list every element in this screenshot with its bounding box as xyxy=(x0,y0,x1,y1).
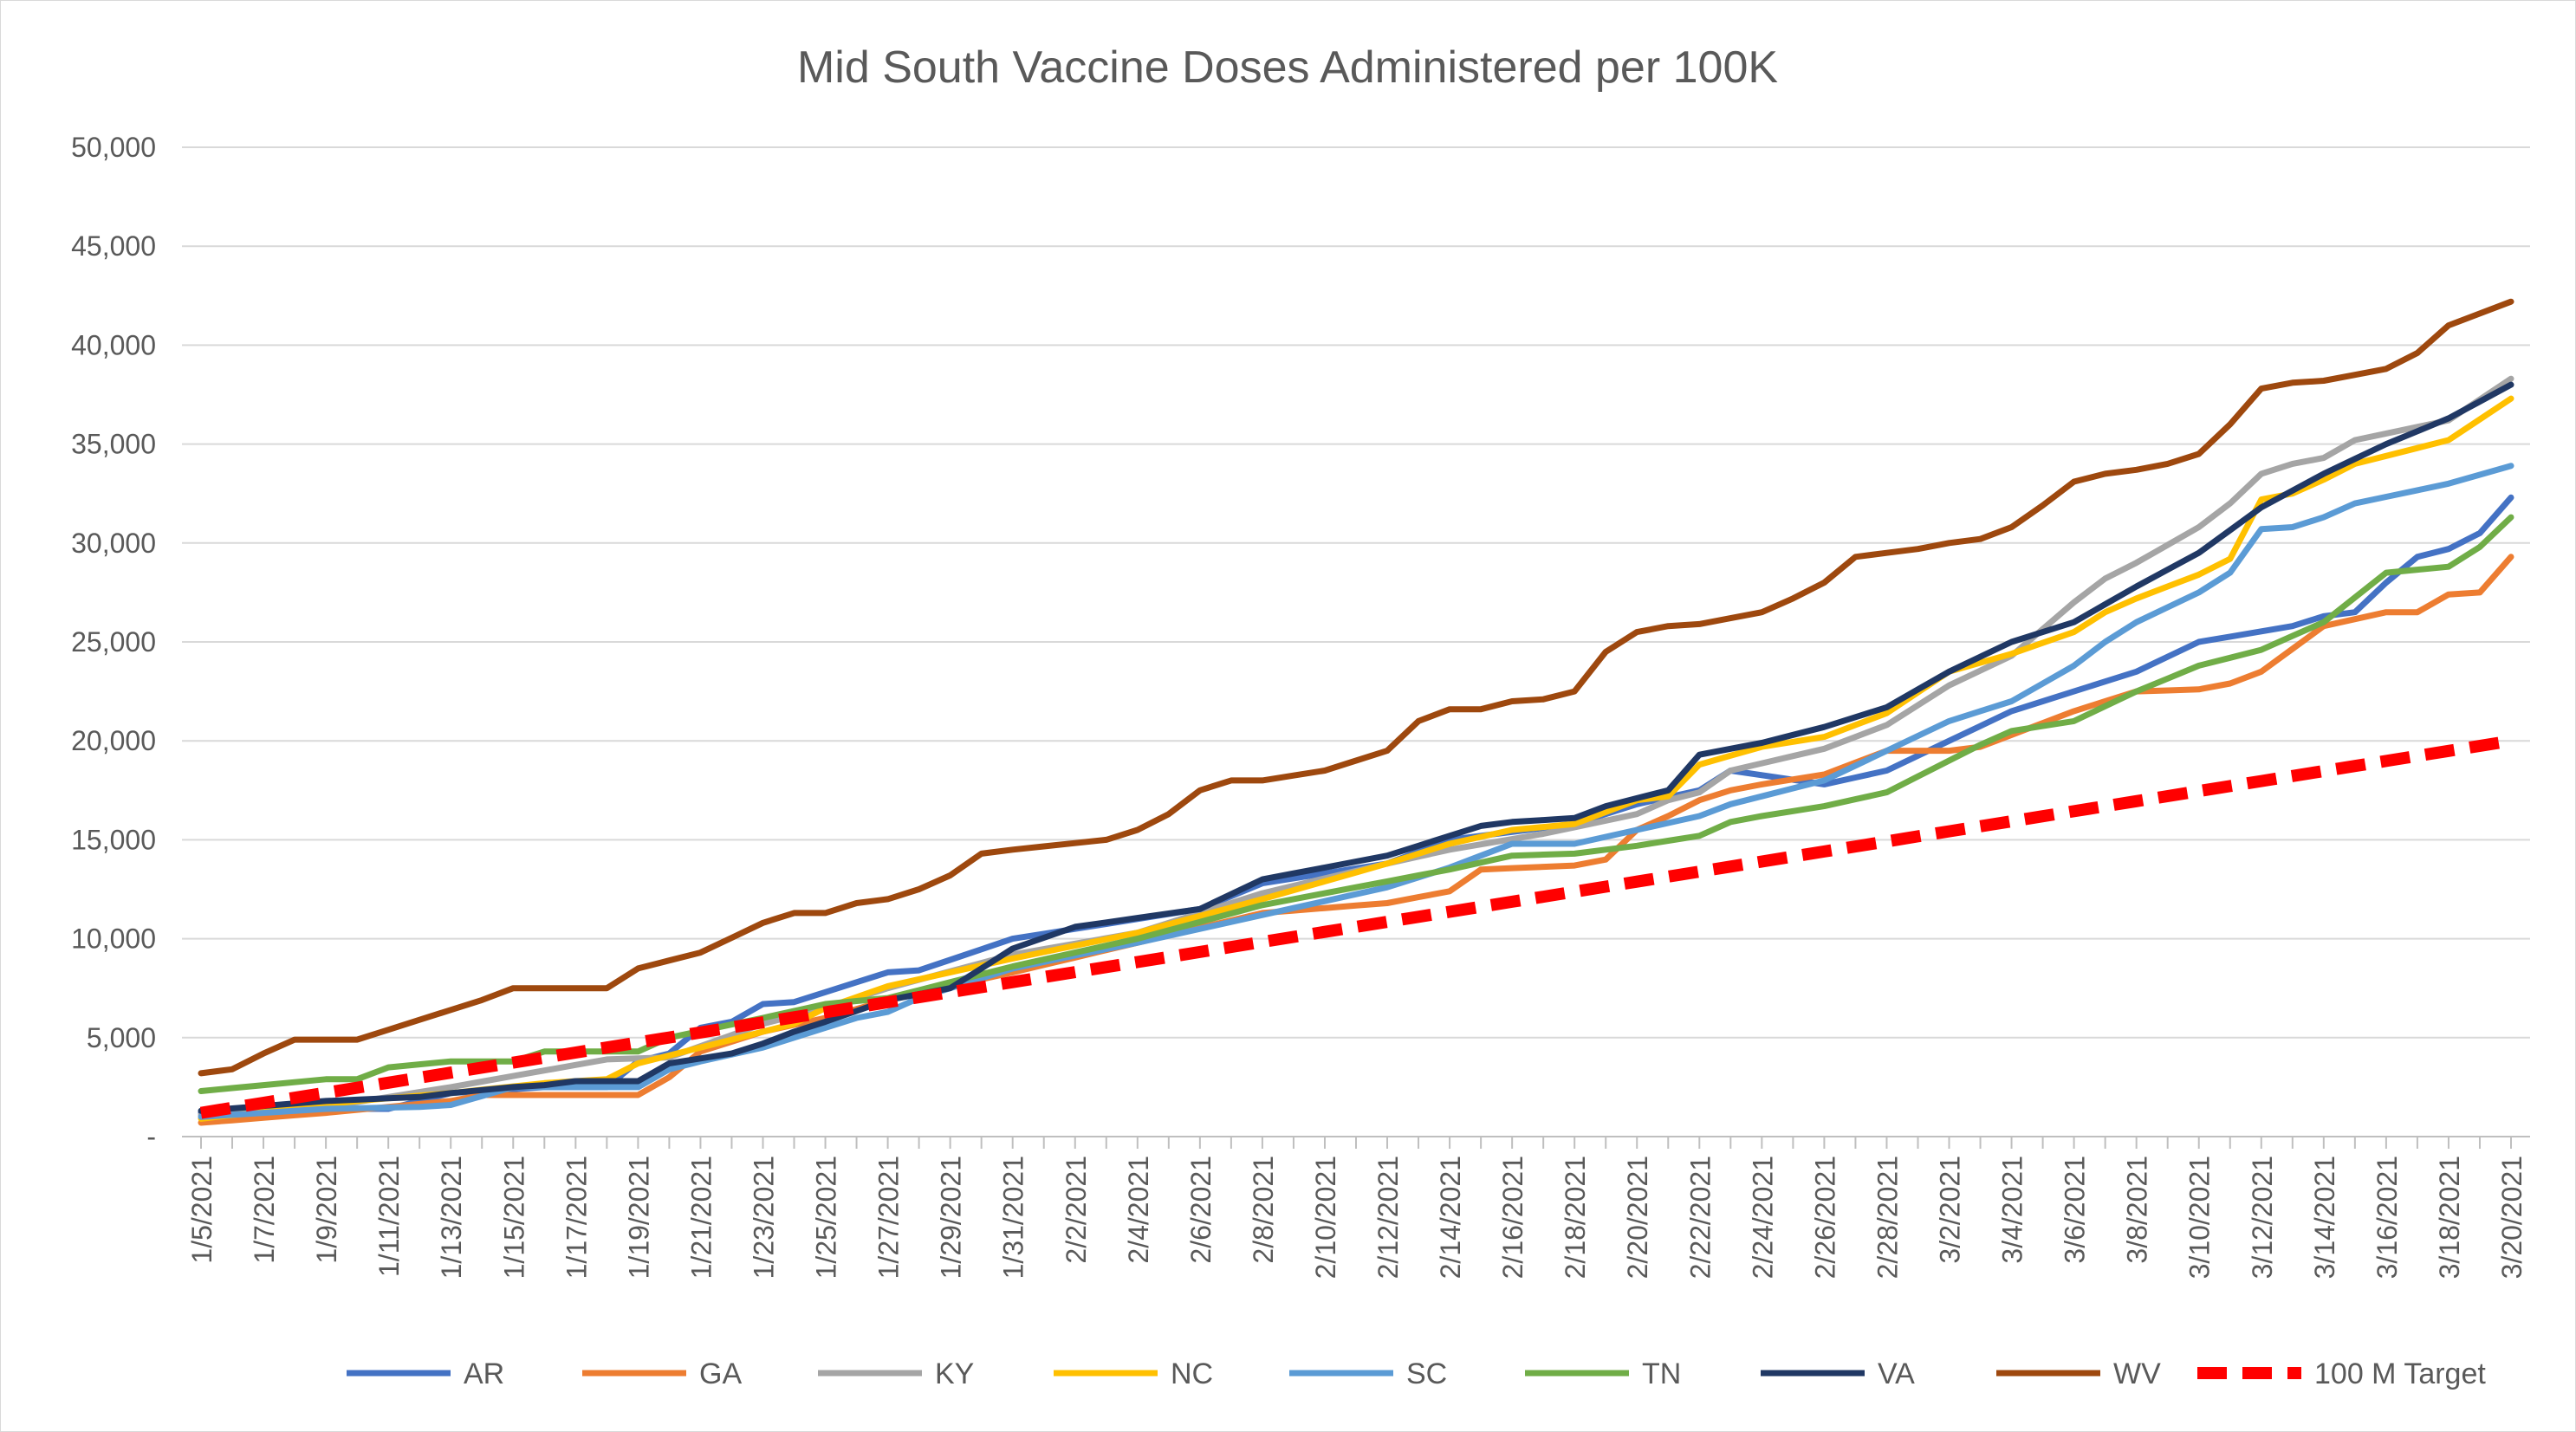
y-tick-label: - xyxy=(146,1121,156,1152)
legend: AR GA KY NC SC TN VA WV 100 M Target xyxy=(347,1357,2486,1390)
x-tick-label: 2/10/2021 xyxy=(1310,1156,1341,1279)
grid-lines xyxy=(182,146,2530,1137)
x-tick-label: 3/6/2021 xyxy=(2060,1156,2091,1264)
legend-label: TN xyxy=(1642,1357,1681,1390)
x-tick-label: 1/21/2021 xyxy=(685,1156,717,1279)
x-tick-label: 1/19/2021 xyxy=(623,1156,654,1279)
x-tick-label: 3/18/2021 xyxy=(2434,1156,2465,1279)
x-tick-label: 2/2/2021 xyxy=(1061,1156,1092,1264)
x-tick-label: 1/17/2021 xyxy=(561,1156,592,1279)
x-tick-label: 1/5/2021 xyxy=(186,1156,217,1264)
x-tick-label: 3/14/2021 xyxy=(2309,1156,2340,1279)
x-axis: 1/5/2021 1/7/2021 1/9/2021 1/11/2021 1/13/20… xyxy=(186,1137,2527,1279)
x-tick-label: 1/31/2021 xyxy=(998,1156,1029,1279)
legend-label: AR xyxy=(464,1357,504,1390)
x-tick-label: 1/11/2021 xyxy=(373,1156,405,1277)
x-tick-label: 3/12/2021 xyxy=(2247,1156,2278,1279)
legend-label: SC xyxy=(1406,1357,1447,1390)
x-tick-label: 1/27/2021 xyxy=(873,1156,905,1279)
y-tick-label: 5,000 xyxy=(87,1022,156,1053)
y-tick-label: 45,000 xyxy=(71,230,156,262)
y-tick-label: 25,000 xyxy=(71,626,156,658)
x-tick-label: 3/16/2021 xyxy=(2372,1156,2403,1279)
x-tick-label: 1/29/2021 xyxy=(936,1156,967,1279)
legend-label: NC xyxy=(1171,1357,1213,1390)
series-line-100-m-target xyxy=(199,735,2513,1119)
x-tick-label: 2/20/2021 xyxy=(1622,1156,1653,1279)
legend-label: GA xyxy=(699,1357,742,1390)
legend-label: KY xyxy=(935,1357,974,1390)
legend-label: 100 M Target xyxy=(2314,1357,2486,1390)
y-tick-label: 35,000 xyxy=(71,429,156,460)
y-tick-label: 50,000 xyxy=(71,132,156,163)
x-tick-label: 2/12/2021 xyxy=(1372,1156,1404,1279)
legend-label: WV xyxy=(2113,1357,2161,1390)
x-tick-label: 2/24/2021 xyxy=(1747,1156,1778,1279)
y-tick-label: 15,000 xyxy=(71,824,156,855)
y-tick-label: 20,000 xyxy=(71,725,156,756)
x-tick-label: 3/8/2021 xyxy=(2122,1156,2153,1264)
x-tick-label: 3/20/2021 xyxy=(2496,1156,2527,1279)
y-tick-label: 40,000 xyxy=(71,329,156,360)
x-tick-label: 2/8/2021 xyxy=(1248,1156,1279,1264)
y-tick-label: 10,000 xyxy=(71,923,156,955)
y-axis: - 5,000 10,000 15,000 20,000 25,000 30,000 35,0… xyxy=(71,132,156,1152)
x-tick-label: 2/28/2021 xyxy=(1872,1156,1903,1279)
x-tick-label: 2/16/2021 xyxy=(1497,1156,1528,1279)
x-tick-label: 3/4/2021 xyxy=(1997,1156,2028,1264)
series-line-wv xyxy=(198,298,2514,1077)
x-tick-label: 2/4/2021 xyxy=(1123,1156,1154,1264)
series-line-va xyxy=(198,381,2514,1114)
x-tick-label: 1/7/2021 xyxy=(249,1156,280,1264)
legend-label: VA xyxy=(1878,1357,1915,1390)
x-tick-label: 2/6/2021 xyxy=(1185,1156,1217,1264)
series-line-sc xyxy=(198,463,2514,1120)
x-tick-label: 3/2/2021 xyxy=(1935,1156,1966,1264)
y-tick-label: 30,000 xyxy=(71,528,156,559)
x-tick-label: 2/14/2021 xyxy=(1435,1156,1466,1279)
x-tick-label: 2/18/2021 xyxy=(1560,1156,1591,1279)
x-tick-label: 1/23/2021 xyxy=(748,1156,779,1279)
x-tick-label: 1/13/2021 xyxy=(436,1156,467,1279)
series-lines xyxy=(198,298,2514,1126)
x-tick-label: 2/26/2021 xyxy=(1809,1156,1840,1279)
x-tick-label: 2/22/2021 xyxy=(1684,1156,1716,1279)
x-tick-label: 1/25/2021 xyxy=(811,1156,842,1279)
x-tick-label: 3/10/2021 xyxy=(2184,1156,2216,1279)
x-tick-label: 1/15/2021 xyxy=(498,1156,529,1279)
chart-title: Mid South Vaccine Doses Administered per… xyxy=(797,42,1778,93)
x-tick-label: 1/9/2021 xyxy=(311,1156,342,1264)
